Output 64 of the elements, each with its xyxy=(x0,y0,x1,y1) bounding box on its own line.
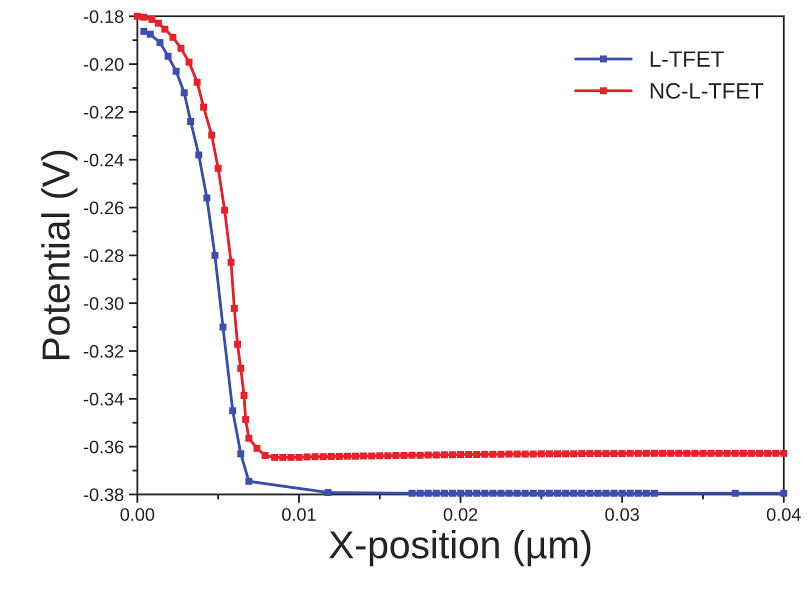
x-tick-label: 0.04 xyxy=(766,508,801,521)
point xyxy=(195,151,202,158)
point xyxy=(489,490,496,497)
point xyxy=(229,407,236,414)
legend-label: NC-L-TFET xyxy=(650,83,764,99)
point xyxy=(546,490,553,497)
y-tick-label: -0.32 xyxy=(84,344,124,358)
point xyxy=(180,89,188,96)
y-tick-label: -0.18 xyxy=(84,10,124,23)
point xyxy=(554,490,561,497)
point xyxy=(651,490,658,497)
point xyxy=(522,490,529,497)
y-tick-label: -0.36 xyxy=(84,440,124,454)
x-tick-label: 0.01 xyxy=(282,508,316,521)
point xyxy=(140,28,148,35)
point xyxy=(465,490,472,497)
point xyxy=(416,490,424,497)
point xyxy=(634,490,642,497)
point xyxy=(530,490,537,497)
point xyxy=(172,68,180,75)
point xyxy=(732,490,739,497)
x-tick-label: 0.00 xyxy=(120,508,154,521)
point xyxy=(618,490,626,497)
point xyxy=(473,490,480,497)
x-axis-title: X-position (µm) xyxy=(329,530,590,566)
y-tick-label: -0.34 xyxy=(84,392,124,406)
point xyxy=(457,490,464,497)
point xyxy=(408,490,416,497)
point xyxy=(594,490,602,497)
point xyxy=(497,490,504,497)
point xyxy=(514,490,521,497)
point xyxy=(203,194,210,202)
y-tick-label: -0.38 xyxy=(84,488,124,502)
point xyxy=(156,39,164,46)
point xyxy=(586,490,594,497)
point xyxy=(570,490,578,497)
point xyxy=(602,490,610,497)
point xyxy=(187,118,194,125)
y-tick-label: -0.28 xyxy=(84,249,124,262)
y-tick-label: -0.22 xyxy=(84,106,124,119)
point xyxy=(440,490,448,497)
point xyxy=(324,489,332,496)
point xyxy=(506,490,513,497)
y-tick-label: -0.26 xyxy=(84,201,124,214)
y-axis-title: Potential (V) xyxy=(41,150,78,360)
y-tick-label: -0.24 xyxy=(84,154,124,166)
point xyxy=(610,490,618,497)
point xyxy=(245,478,252,485)
x-tick-label: 0.02 xyxy=(444,508,478,521)
point xyxy=(211,252,218,259)
point xyxy=(481,490,488,497)
point xyxy=(164,52,172,60)
point xyxy=(146,30,154,38)
legend-label: L-TFET xyxy=(650,51,724,67)
point xyxy=(642,490,650,497)
point xyxy=(220,324,226,331)
point xyxy=(237,450,244,458)
x-tick-label: 0.03 xyxy=(605,508,639,521)
point xyxy=(432,490,440,497)
y-tick-label: -0.20 xyxy=(84,58,124,71)
point xyxy=(562,490,570,497)
point xyxy=(538,490,545,497)
point xyxy=(449,490,456,497)
y-tick-label: -0.30 xyxy=(84,297,124,310)
